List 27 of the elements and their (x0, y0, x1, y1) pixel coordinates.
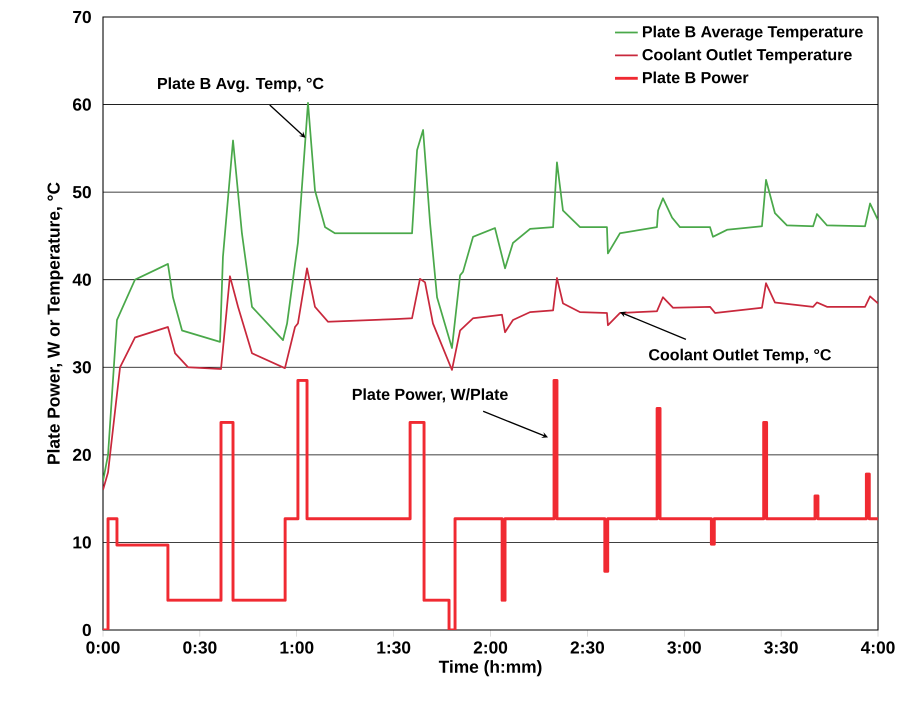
y-tick-label: 40 (72, 274, 91, 286)
y-tick-label: 20 (72, 448, 91, 461)
annotation: Plate B Avg. Temp, °C (158, 77, 324, 92)
legend-label: Plate B Power (642, 72, 748, 84)
x-tick-label: 3:00 (667, 641, 701, 654)
legend-label: Coolant Outlet Temperature (642, 48, 852, 64)
y-tick-label: 10 (73, 536, 91, 549)
x-axis-title: Time (h:mm) (438, 660, 542, 676)
annotation: Coolant Outlet Temp, °C (649, 348, 831, 364)
x-tick-label: 0:00 (86, 641, 120, 654)
x-tick-label: 2:30 (570, 641, 604, 654)
annotation: Plate Power, W/Plate (352, 388, 508, 402)
x-tick-label: 3:30 (764, 641, 798, 654)
line-series (103, 102, 878, 482)
legend-label: Plate B Average Temperature (642, 26, 863, 41)
x-tick-label: 2:00 (474, 641, 508, 654)
x-tick-label: 1:30 (377, 641, 410, 654)
y-tick-label: 0 (82, 624, 91, 636)
line-series (103, 267, 878, 491)
x-tick-label: 0:30 (183, 641, 217, 654)
x-tick-label: 4:00 (860, 641, 895, 654)
y-tick-label: 60 (72, 98, 91, 111)
y-axis-title: Plate Power, W or Temperature, °C (47, 182, 64, 464)
y-tick-label: 30 (72, 361, 91, 374)
y-tick-label: 50 (72, 186, 91, 198)
y-tick-label: 70 (73, 10, 91, 24)
x-tick-label: 1:00 (280, 641, 314, 654)
